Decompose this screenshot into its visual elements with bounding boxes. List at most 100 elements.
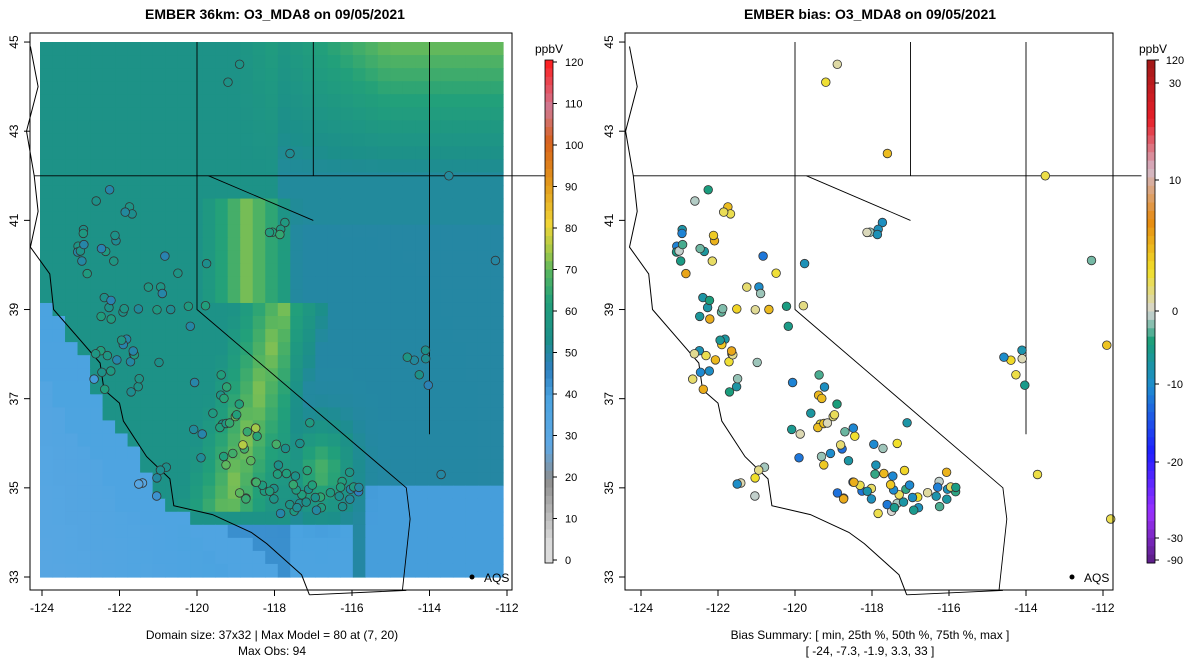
heatmap-cell [452,120,467,134]
heatmap-cell [152,237,166,252]
heatmap-cell [390,159,404,174]
observation-point [732,374,743,384]
heatmap-cell [477,368,492,382]
heatmap-cell [390,250,404,265]
heatmap-cell [77,511,91,526]
heatmap-cell [315,42,329,56]
observation-point [1017,345,1027,355]
heatmap-cell [202,394,216,408]
heatmap-cell [327,55,341,69]
heatmap-cell [227,250,241,265]
heatmap-cell [390,498,404,513]
heatmap-cell [40,302,54,317]
heatmap-cell [202,146,216,161]
heatmap-cell [127,146,141,161]
heatmap-cell [277,485,291,500]
observation-point [490,255,501,266]
heatmap-cell [415,107,429,121]
heatmap-cell [102,42,116,56]
heatmap-cell [102,511,116,526]
colorbar-swatch [1147,303,1155,312]
heatmap-cell [252,511,266,526]
state-border [309,589,407,596]
heatmap-cell [327,172,341,187]
colorbar-swatch [1147,328,1155,338]
observation-point [134,374,144,384]
heatmap-cell [252,120,266,134]
heatmap-cell [315,407,329,422]
heatmap-cell [202,459,216,474]
colorbar-tick-label: 120 [565,57,583,69]
observation-point [420,345,431,355]
heatmap-cell [402,407,416,422]
heatmap-cell [327,394,341,408]
heatmap-cell [352,185,366,200]
heatmap-cell [427,55,442,69]
heatmap-cell [490,537,504,552]
heatmap-cell [490,433,504,448]
colorbar-swatch [1147,236,1155,245]
heatmap-cell [352,146,366,161]
observation-point [752,357,762,368]
heatmap-cell [452,198,467,213]
heatmap-cell [115,172,129,187]
heatmap-cell [265,316,279,330]
heatmap-cell [290,42,304,56]
heatmap-cell [265,511,279,526]
heatmap-cell [377,237,391,252]
heatmap-cell [415,81,429,95]
heatmap-cell [390,172,404,187]
observation-point [999,352,1009,362]
heatmap-cell [327,407,341,422]
observation-point [719,207,729,217]
colorbar-tick-label: 10 [1169,175,1181,187]
heatmap-cell [302,94,316,108]
colorbar-swatch [545,227,553,237]
heatmap-cell [115,185,129,200]
heatmap-cell [177,133,191,147]
observation-point [755,288,766,299]
heatmap-cell [427,485,442,500]
heatmap-cell [415,472,429,487]
heatmap-cell [390,107,404,121]
heatmap-cell [240,550,254,565]
heatmap-cell [452,524,467,539]
heatmap-cell [452,355,467,369]
heatmap-cell [277,329,291,343]
heatmap-cell [152,381,166,395]
heatmap-cell [452,472,467,487]
observation-point [218,451,229,462]
heatmap-cell [415,146,429,161]
heatmap-cell [165,224,179,239]
heatmap-cell [465,563,479,578]
bias-axes: -124 -122 -120 -118 -116 -114 -112333537394143… [602,35,1115,615]
heatmap-cell [90,133,104,147]
heatmap-cell [277,342,291,356]
heatmap-cell [240,172,254,187]
heatmap-cell [377,329,391,343]
heatmap-cell [315,250,329,265]
heatmap-cell [290,394,304,408]
heatmap-cell [202,172,216,187]
heatmap-cell [52,159,66,174]
heatmap-cell [402,289,416,304]
heatmap-cell [240,224,254,239]
heatmap-cell [477,472,492,487]
observation-point [133,304,144,314]
heatmap-cell [340,68,354,82]
heatmap-cell [90,537,104,552]
heatmap-cell [365,185,379,200]
heatmap-cell [377,459,391,474]
heatmap-cell [102,94,116,108]
colorbar-swatch [1147,386,1155,396]
heatmap-cell [252,446,266,461]
observation-point [234,399,245,409]
heatmap-cell [402,133,416,147]
heatmap-cell [227,329,241,343]
heatmap-cell [427,146,442,161]
observation-point [126,387,136,397]
heatmap-cell [40,485,54,500]
colorbar-swatch [1147,101,1155,111]
heatmap-cell [390,524,404,539]
heatmap-cell [77,289,91,304]
